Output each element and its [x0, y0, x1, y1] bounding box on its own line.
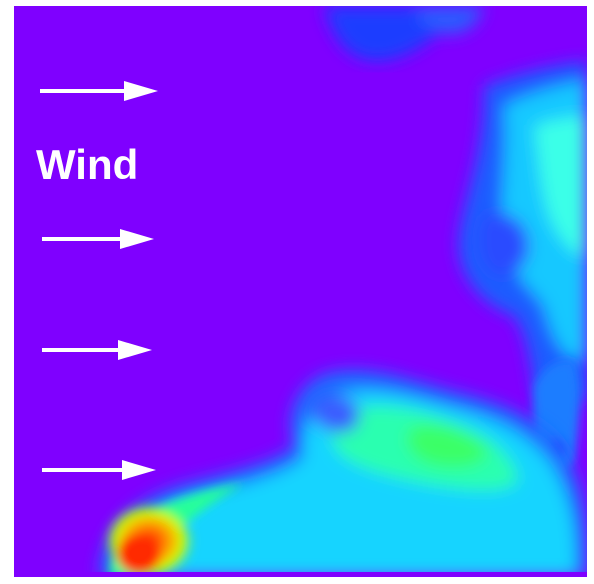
- lower-plume-body: [99, 369, 587, 577]
- wind-arrow-1: [40, 81, 158, 101]
- wind-arrow-2: [42, 229, 154, 249]
- bottom-edge: [14, 572, 587, 577]
- wind-arrow-4: [42, 460, 156, 480]
- plume-field: [14, 6, 587, 577]
- upper-right-plume: [458, 61, 587, 426]
- source-hotspot: [104, 484, 244, 577]
- upper-plume-wisp: [324, 6, 484, 62]
- plume-simulation-image: [14, 6, 587, 577]
- wind-arrow-3: [42, 340, 152, 360]
- wind-label: Wind: [36, 141, 139, 188]
